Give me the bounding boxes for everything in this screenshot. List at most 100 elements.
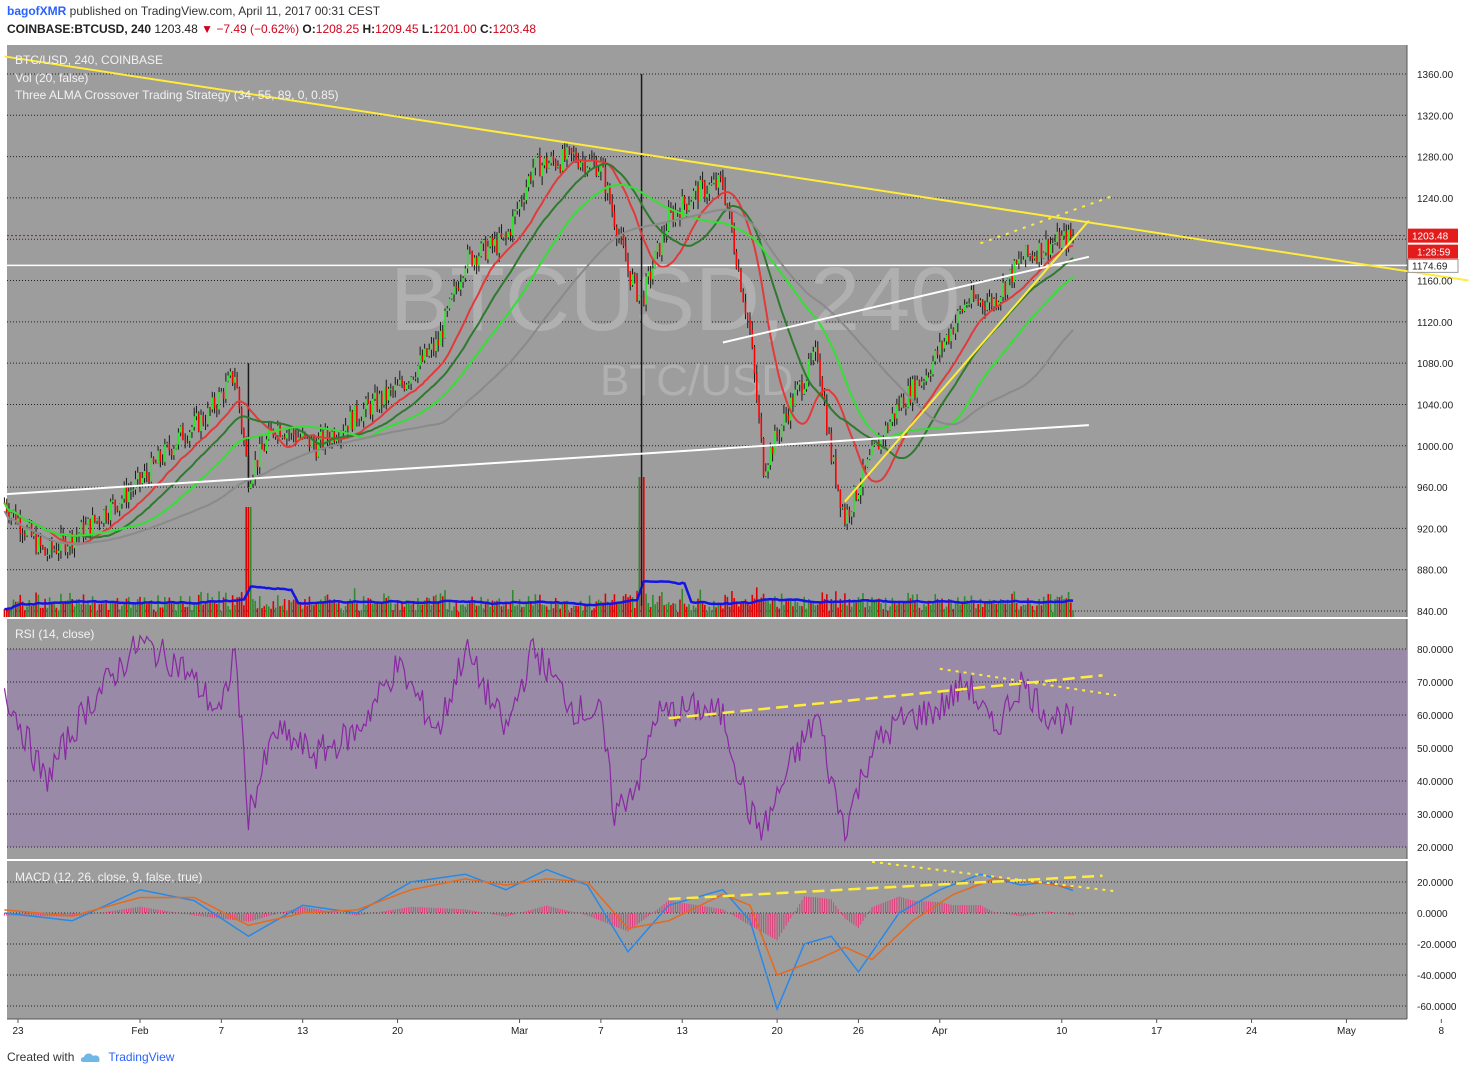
candle-body	[35, 533, 37, 553]
candle-body	[1060, 235, 1063, 248]
candle-body	[428, 349, 430, 356]
volume-bar	[638, 477, 641, 617]
candle-body	[502, 234, 505, 238]
candle-body	[957, 310, 959, 324]
volume-bar	[828, 610, 830, 617]
volume-bar	[225, 592, 227, 617]
volume-bar	[667, 602, 670, 617]
countdown-badge	[1408, 244, 1458, 259]
price-legend-alma: Three ALMA Crossover Trading Strategy (3…	[15, 88, 339, 102]
candle-body	[360, 421, 363, 423]
volume-bar	[450, 610, 453, 617]
volume-bar	[435, 594, 437, 617]
candle-body	[136, 472, 139, 480]
volume-bar	[814, 605, 817, 617]
volume-bar	[690, 610, 693, 617]
volume-bar	[803, 596, 806, 617]
rsi-line	[3, 634, 1074, 843]
dotted-projection-line	[980, 193, 1117, 245]
candle-body	[961, 309, 964, 312]
candle-body	[792, 397, 794, 406]
candle-body	[457, 288, 460, 290]
candle-body	[993, 298, 995, 307]
volume-bar	[491, 600, 494, 617]
volume-bar	[957, 597, 959, 617]
volume-bar	[780, 593, 783, 617]
volume-bar	[1033, 610, 1036, 617]
volume-bar	[819, 603, 821, 617]
volume-bar	[261, 608, 263, 617]
volume-bar	[880, 603, 882, 617]
candle-body	[726, 203, 729, 208]
volume-bar	[394, 603, 397, 617]
volume-bar	[288, 600, 290, 617]
volume-bar	[114, 601, 116, 617]
price-tick-label: 960.00	[1417, 483, 1448, 494]
volume-bar	[136, 599, 139, 617]
candle-body	[629, 271, 632, 286]
candle-body	[238, 388, 241, 409]
volume-bar	[997, 602, 1000, 617]
watermark-pair: BTC/USD	[600, 356, 793, 405]
volume-bar	[414, 610, 417, 617]
volume-bar	[123, 604, 125, 617]
high-value: 1209.45	[375, 22, 419, 36]
candle-body	[78, 533, 80, 536]
candle-body	[487, 246, 489, 260]
candle-body	[724, 185, 726, 204]
volume-bar	[606, 601, 609, 617]
candle-body	[87, 518, 89, 525]
volume-bar	[776, 606, 778, 617]
candle-body	[462, 278, 464, 282]
candle-body	[570, 148, 573, 154]
volume-bar	[543, 605, 546, 617]
volume-bar	[254, 600, 257, 617]
volume-bar	[148, 601, 150, 617]
volume-bar	[805, 608, 808, 617]
candle-body	[627, 261, 629, 272]
candle-body	[444, 310, 446, 338]
candle-body	[450, 294, 453, 299]
candle-body	[604, 166, 607, 194]
candle-body	[344, 425, 347, 432]
volume-bar	[661, 591, 663, 617]
volume-bar	[14, 601, 17, 617]
rsi-tick-label: 70.0000	[1417, 678, 1454, 689]
volume-bar	[64, 600, 67, 617]
volume-bar	[197, 594, 200, 617]
volume-bar	[884, 597, 887, 617]
price-tick-label: 840.00	[1417, 607, 1448, 618]
volume-bar	[469, 600, 471, 617]
volume-bar	[202, 604, 205, 617]
candle-body	[561, 149, 564, 171]
open-value: 1208.25	[315, 22, 360, 36]
volume-bar	[986, 602, 989, 617]
volume-bar	[421, 604, 424, 617]
candle-body	[868, 455, 871, 460]
chart-canvas[interactable]: BTCUSD, 240 BTC/USD 840.00 880.00 920.00 960…	[0, 40, 1469, 1045]
candle-body	[317, 439, 320, 457]
volume-bar	[588, 595, 591, 617]
candle-body	[762, 438, 765, 477]
volume-bar	[444, 590, 446, 617]
volume-bar	[98, 604, 101, 617]
candle-body	[383, 387, 385, 405]
candle-body	[1033, 256, 1036, 259]
candle-body	[618, 236, 620, 239]
candle-body	[202, 414, 205, 424]
author-link[interactable]: bagofXMR	[7, 4, 67, 18]
volume-bar	[848, 599, 851, 617]
candle-body	[572, 152, 575, 154]
candle-body	[109, 501, 112, 521]
candle-body	[839, 489, 842, 508]
candle-body	[1056, 231, 1059, 243]
tradingview-link[interactable]: TradingView	[108, 1050, 175, 1064]
candle-body	[157, 450, 159, 464]
candle-body	[367, 398, 369, 404]
candle-body	[979, 300, 982, 303]
volume-bar	[631, 597, 634, 617]
candle-body	[694, 185, 697, 191]
candle-body	[453, 286, 455, 295]
candle-body	[925, 375, 928, 382]
volume-bar	[977, 603, 979, 617]
